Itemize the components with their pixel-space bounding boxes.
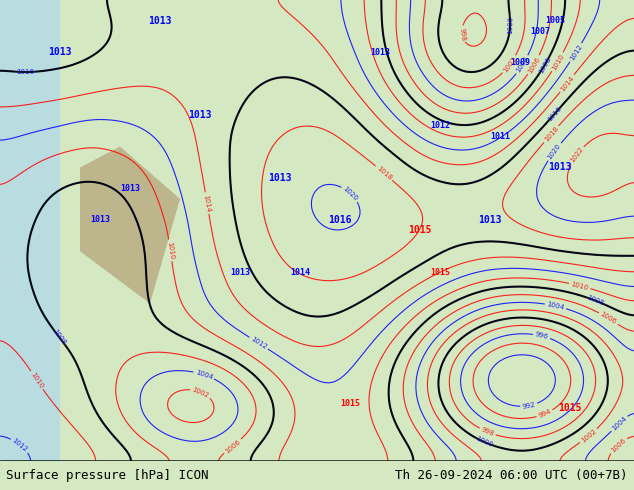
Text: 1020: 1020 [342, 185, 359, 202]
Text: 1014: 1014 [290, 268, 310, 277]
Text: 1013: 1013 [478, 215, 501, 225]
Text: 1013: 1013 [548, 163, 572, 172]
Text: 1013: 1013 [230, 268, 250, 277]
Text: 1013: 1013 [148, 16, 172, 26]
Text: 1013: 1013 [90, 215, 110, 224]
Text: 1008: 1008 [51, 328, 67, 346]
Text: 1006: 1006 [224, 438, 242, 454]
Text: 1006: 1006 [599, 311, 618, 326]
Text: 1006: 1006 [609, 437, 626, 453]
Text: 1009: 1009 [510, 58, 530, 67]
Text: 1008: 1008 [538, 55, 552, 74]
Text: 992: 992 [522, 401, 536, 410]
Text: 994: 994 [538, 409, 552, 419]
Text: 1015: 1015 [430, 268, 450, 277]
Text: 1004: 1004 [515, 55, 530, 74]
Text: 1000: 1000 [507, 16, 514, 34]
Text: 1005: 1005 [545, 17, 565, 25]
Bar [0, 0, 60, 461]
Text: 1010: 1010 [550, 52, 565, 71]
Text: 1012: 1012 [430, 121, 450, 130]
Text: Surface pressure [hPa] ICON: Surface pressure [hPa] ICON [6, 469, 209, 482]
Text: 1007: 1007 [530, 27, 550, 36]
Text: 1002: 1002 [502, 55, 517, 74]
Text: 1016: 1016 [546, 105, 562, 123]
Text: 1004: 1004 [195, 369, 213, 380]
Text: 1013: 1013 [120, 184, 140, 193]
Text: 1013: 1013 [188, 110, 212, 120]
Text: 996: 996 [534, 332, 549, 341]
Text: 1012: 1012 [569, 44, 583, 62]
Text: 1020: 1020 [547, 143, 562, 161]
Text: 1013: 1013 [370, 48, 390, 57]
Text: 1010: 1010 [166, 241, 174, 260]
Text: 1013: 1013 [48, 48, 72, 57]
Text: 1011: 1011 [490, 132, 510, 141]
Text: 1008: 1008 [586, 294, 605, 307]
Text: 1022: 1022 [569, 146, 585, 164]
Text: 1002: 1002 [191, 386, 210, 398]
Text: 1014: 1014 [203, 194, 212, 212]
Text: 1002: 1002 [579, 428, 597, 444]
Text: 1018: 1018 [543, 125, 559, 143]
Text: 1012: 1012 [249, 336, 268, 350]
Text: 1015: 1015 [408, 225, 432, 235]
Text: 1015: 1015 [340, 398, 360, 408]
Text: 1014: 1014 [559, 74, 575, 92]
Text: 1016: 1016 [328, 215, 352, 225]
Text: 1004: 1004 [546, 301, 565, 311]
Text: 1015: 1015 [559, 403, 582, 413]
Text: 1010: 1010 [571, 281, 589, 291]
Text: 1016: 1016 [16, 69, 34, 75]
Text: 1006: 1006 [527, 56, 541, 74]
Text: 1010: 1010 [29, 371, 44, 390]
Text: 998: 998 [458, 27, 466, 41]
Text: Th 26-09-2024 06:00 UTC (00+7B): Th 26-09-2024 06:00 UTC (00+7B) [395, 469, 628, 482]
Text: 998: 998 [480, 427, 495, 437]
Text: 1000: 1000 [475, 436, 494, 448]
Text: 1018: 1018 [375, 165, 392, 181]
Text: 1004: 1004 [611, 415, 628, 432]
Text: 1013: 1013 [268, 173, 292, 183]
Polygon shape [80, 147, 180, 304]
Text: 1012: 1012 [11, 437, 29, 453]
